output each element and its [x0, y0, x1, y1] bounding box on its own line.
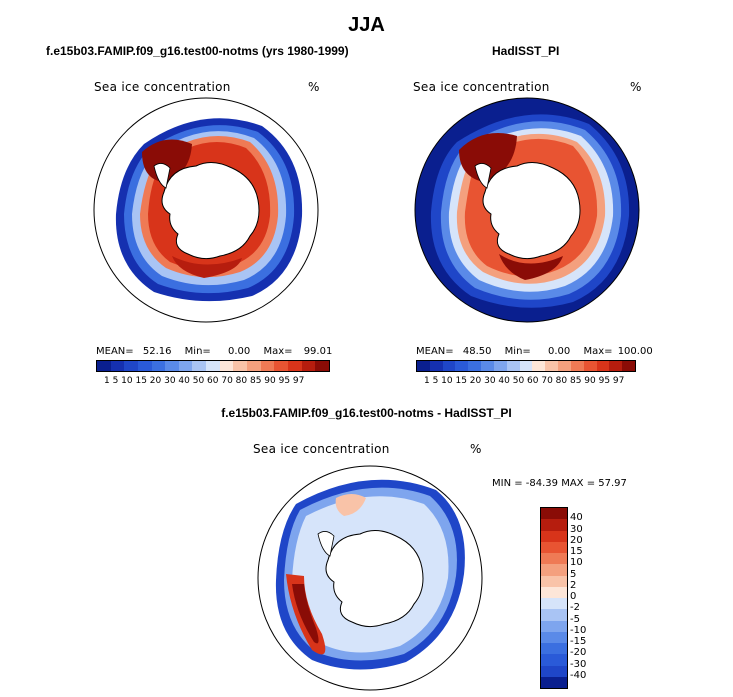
panel-1-colorbar-swatch — [219, 361, 234, 371]
panel-1-colorbar-labels: 1 5 10 15 20 30 40 50 60 70 80 85 90 95 … — [104, 376, 305, 386]
panel-1-colorbar-swatch — [260, 361, 275, 371]
diff-colorbar-tick-label: 20 — [570, 534, 583, 546]
panel-1-mean-label: MEAN= — [96, 346, 134, 357]
panel-1-min-label: Min= — [184, 346, 211, 357]
panel-2-colorbar-swatch — [558, 361, 571, 371]
panel-1-colorbar-swatch — [233, 361, 248, 371]
panel-1-colorbar-swatch — [247, 361, 261, 371]
panel-1-colorbar-swatch — [151, 361, 166, 371]
panel-2-colorbar — [416, 360, 636, 372]
panel-1-colorbar-swatch — [97, 361, 111, 371]
diff-panel-colorbar — [540, 507, 568, 689]
panel-2-max-value: 100.00 — [617, 346, 653, 357]
diff-colorbar-swatch — [541, 586, 567, 598]
diff-colorbar-tick-label: 40 — [570, 512, 583, 524]
diff-colorbar-swatch — [541, 564, 567, 576]
diff-colorbar-tick-label: -20 — [570, 647, 587, 659]
panel-1-min-value: 0.00 — [227, 346, 251, 357]
panel-1-colorbar-swatch — [315, 361, 329, 371]
panel-1-variable-label: Sea ice concentration — [94, 80, 231, 94]
diff-colorbar-tick-label: 5 — [570, 568, 577, 580]
panel-2-colorbar-swatch — [570, 361, 584, 371]
diff-colorbar-tick-label: -30 — [570, 658, 587, 670]
panel-1-colorbar-swatch — [287, 361, 302, 371]
diff-colorbar-tick-label: -5 — [570, 613, 580, 625]
diff-colorbar-tick-label: 15 — [570, 546, 583, 557]
panel-1-map — [93, 97, 319, 323]
panel-1-max-value: 99.01 — [303, 346, 333, 357]
panel-2-mean-value: 48.50 — [462, 346, 492, 357]
panel-1-units-label: % — [308, 80, 320, 94]
panel-1-colorbar-swatch — [178, 361, 193, 371]
panel-2-colorbar-swatch — [455, 361, 469, 371]
panel-2-colorbar-swatch — [506, 361, 520, 371]
panel-2-title: HadISST_PI — [492, 44, 560, 58]
diff-colorbar-swatch — [541, 553, 567, 565]
diff-colorbar-tick-label: 30 — [570, 523, 583, 535]
diff-panel-colorbar-labels: 40 30 20 15 10 5 2 0 -2 -5 -10 -15 -20 -30 -40 — [570, 507, 610, 687]
diff-panel-variable-label: Sea ice concentration — [253, 442, 390, 456]
diff-colorbar-swatch — [541, 598, 567, 610]
diff-colorbar-swatch — [541, 631, 567, 643]
diff-colorbar-tick-label: -40 — [570, 669, 587, 681]
panel-1-colorbar-swatch — [192, 361, 207, 371]
panel-1-colorbar — [96, 360, 330, 372]
panel-2-min-label: Min= — [504, 346, 531, 357]
diff-colorbar-swatch — [541, 519, 567, 531]
diff-colorbar-tick-label: 10 — [570, 557, 583, 569]
diff-colorbar-tick-label: 0 — [570, 591, 577, 602]
diff-colorbar-swatch — [541, 530, 567, 542]
figure-title: JJA — [348, 14, 385, 36]
panel-1-title: f.e15b03.FAMIP.f09_g16.test00-notms (yrs… — [46, 44, 349, 58]
panel-2-stats: MEAN= 48.50 Min= 0.00 Max= 100.00 — [416, 346, 653, 357]
panel-2-colorbar-swatch — [468, 361, 482, 371]
panel-2-colorbar-swatch — [532, 361, 546, 371]
diff-colorbar-swatch — [541, 665, 567, 677]
diff-panel-units-label: % — [470, 442, 482, 456]
panel-2-colorbar-swatch — [545, 361, 559, 371]
panel-2-colorbar-swatch — [417, 361, 430, 371]
panel-2-variable-label: Sea ice concentration — [413, 80, 550, 94]
panel-2-mean-label: MEAN= — [416, 346, 454, 357]
panel-1-colorbar-swatch — [274, 361, 288, 371]
diff-colorbar-swatch — [541, 643, 567, 655]
diff-colorbar-swatch — [541, 609, 567, 621]
diff-panel-min-max: MIN = -84.39 MAX = 57.97 — [492, 478, 627, 489]
diff-colorbar-swatch — [541, 508, 567, 520]
panel-1-max-label: Max= — [263, 346, 293, 357]
panel-2-colorbar-swatch — [442, 361, 456, 371]
diff-colorbar-swatch — [541, 620, 567, 632]
panel-2-min-value: 0.00 — [547, 346, 571, 357]
panel-1-colorbar-swatch — [110, 361, 125, 371]
diff-colorbar-swatch — [541, 541, 567, 553]
panel-1-stats: MEAN= 52.16 Min= 0.00 Max= 99.01 — [96, 346, 332, 357]
diff-colorbar-swatch — [541, 575, 567, 587]
panel-2-max-label: Max= — [583, 346, 613, 357]
diff-colorbar-swatch — [541, 654, 567, 666]
panel-2-units-label: % — [630, 80, 642, 94]
panel-2-colorbar-swatch — [429, 361, 443, 371]
diff-colorbar-swatch — [541, 676, 567, 688]
panel-2-colorbar-swatch — [519, 361, 533, 371]
panel-2-map — [414, 97, 640, 323]
panel-2-colorbar-labels: 1 5 10 15 20 30 40 50 60 70 80 85 90 95 … — [424, 376, 625, 386]
panel-2-colorbar-swatch — [609, 361, 623, 371]
diff-colorbar-tick-label: -2 — [570, 602, 580, 614]
panel-2-colorbar-swatch — [493, 361, 507, 371]
panel-1-mean-value: 52.16 — [142, 346, 172, 357]
panel-1-colorbar-swatch — [137, 361, 152, 371]
diff-colorbar-tick-label: -15 — [570, 636, 587, 647]
panel-2-colorbar-swatch — [622, 361, 636, 371]
diff-panel-map — [257, 465, 483, 691]
diff-panel-title: f.e15b03.FAMIP.f09_g16.test00-notms - Ha… — [221, 406, 512, 420]
diff-colorbar-tick-label: 2 — [570, 579, 577, 591]
panel-1-colorbar-swatch — [165, 361, 179, 371]
panel-2-colorbar-swatch — [596, 361, 610, 371]
panel-2-colorbar-swatch — [481, 361, 494, 371]
panel-1-colorbar-swatch — [301, 361, 316, 371]
panel-1-colorbar-swatch — [206, 361, 220, 371]
panel-1-colorbar-swatch — [124, 361, 138, 371]
panel-2-colorbar-swatch — [583, 361, 597, 371]
diff-colorbar-tick-label: -10 — [570, 624, 587, 636]
